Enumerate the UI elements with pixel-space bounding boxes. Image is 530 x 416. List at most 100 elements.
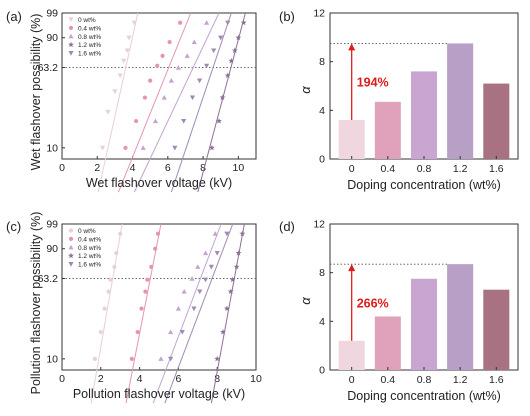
data-point	[224, 72, 231, 79]
increase-percent-label: 194%	[357, 76, 389, 90]
y-axis-label: α	[298, 297, 313, 305]
data-point	[184, 53, 190, 58]
panel-label: (c)	[6, 219, 21, 234]
bar-0-4	[374, 101, 401, 159]
data-point	[178, 20, 183, 25]
data-point	[142, 95, 147, 100]
chart-panel-b: 0 0.4 0.8 1.2 1.6 0 4 8 12 194% Doping concentrati…	[279, 8, 519, 192]
fit-line-3	[197, 12, 246, 193]
data-point	[131, 20, 137, 26]
chart-panel-a: 0 2 4 6 8 10 10 63.2 90 99 0 wt%0.4 wt% 0.8 wt%1.2 …	[6, 8, 257, 193]
data-point	[149, 264, 154, 269]
legend-label: 0.8 wt%	[78, 34, 101, 41]
y-tick-label: 99	[46, 219, 58, 231]
data-point	[158, 356, 164, 361]
legend-marker	[68, 41, 74, 48]
data-point	[208, 144, 215, 151]
data-point	[155, 231, 161, 236]
y-tick-label: 10	[46, 142, 58, 154]
data-point	[140, 145, 146, 150]
fit-line-2	[133, 12, 220, 193]
data-point	[204, 20, 210, 25]
data-point	[208, 264, 214, 270]
data-point	[161, 94, 167, 100]
x-tick-label: 1.2	[453, 163, 468, 175]
legend-label: 1.2 wt%	[78, 253, 101, 260]
data-point	[195, 264, 201, 269]
data-point	[152, 118, 159, 124]
data-point	[216, 117, 222, 124]
data-point	[239, 230, 246, 237]
fit-line-3	[210, 223, 245, 404]
data-point	[204, 63, 210, 69]
x-axis-label: Doping concentration (wt%)	[347, 389, 501, 403]
data-point	[228, 57, 235, 64]
data-point	[191, 306, 197, 312]
x-tick-label: 10	[233, 162, 245, 174]
legend-label: 1.6 wt%	[78, 262, 101, 269]
x-axis-label: Pollution flashover voltage (kV)	[73, 387, 245, 401]
y-axis-label: Wet flashover possibility (%)	[29, 14, 43, 171]
x-tick-label: 6	[175, 373, 181, 385]
data-point	[189, 95, 196, 101]
fit-line-0	[97, 12, 139, 193]
legend-label: 0 wt%	[78, 228, 96, 235]
bar-1-6	[483, 83, 510, 159]
data-point	[191, 39, 197, 45]
x-tick-label: 0	[59, 162, 65, 174]
data-point	[225, 20, 231, 26]
y-axis-label: Pollution flashover possibility (%)	[29, 212, 43, 395]
data-point	[135, 329, 140, 335]
x-axis-label: Doping concentration (wt%)	[347, 178, 501, 192]
data-point	[212, 231, 218, 236]
y-tick-label: 12	[313, 8, 325, 20]
y-tick-label: 10	[46, 353, 58, 365]
data-point	[175, 305, 181, 311]
x-tick-label: 4	[137, 373, 143, 385]
legend-label: 0.4 wt%	[78, 25, 101, 32]
data-point	[214, 250, 220, 256]
legend-label: 0 wt%	[78, 17, 96, 24]
y-tick-label: 63.2	[38, 273, 59, 285]
data-point	[220, 328, 226, 335]
x-tick-label: 4	[130, 162, 136, 174]
x-tick-label: 0.4	[381, 374, 396, 386]
data-point	[118, 231, 123, 236]
x-tick-label: 6	[165, 162, 171, 174]
y-tick-label: 90	[46, 243, 58, 255]
legend-marker	[68, 33, 74, 39]
x-tick-label: 2	[94, 162, 100, 174]
data-point	[168, 77, 174, 83]
data-point	[126, 35, 132, 41]
data-point	[233, 263, 240, 270]
data-point	[114, 250, 119, 256]
bar-1-2	[447, 264, 474, 370]
x-tick-label: 0.4	[381, 163, 396, 175]
data-point	[148, 78, 153, 83]
data-point	[224, 231, 230, 237]
data-point	[99, 145, 106, 151]
legend-marker	[68, 51, 74, 56]
data-point	[106, 289, 111, 294]
data-point	[108, 277, 113, 282]
data-point	[181, 118, 187, 124]
legend-marker	[68, 228, 74, 233]
bar-1-2	[447, 43, 474, 159]
y-tick-label: 63.2	[38, 62, 59, 74]
fit-line-4	[170, 12, 232, 193]
fit-line-1	[117, 12, 192, 193]
x-tick-label: 0.8	[417, 374, 432, 386]
data-point	[197, 289, 203, 295]
x-tick-label: 0	[349, 163, 355, 175]
data-point	[196, 78, 203, 84]
y-tick-label: 4	[319, 105, 325, 117]
legend-label: 0.8 wt%	[78, 245, 101, 252]
x-tick-label: 0.8	[417, 163, 432, 175]
bar-0-8	[410, 71, 438, 159]
data-point	[219, 94, 226, 101]
panel-label: (b)	[279, 9, 295, 24]
data-point	[179, 329, 185, 335]
bar-0	[338, 340, 365, 370]
data-point	[145, 277, 150, 282]
data-point	[235, 249, 242, 256]
